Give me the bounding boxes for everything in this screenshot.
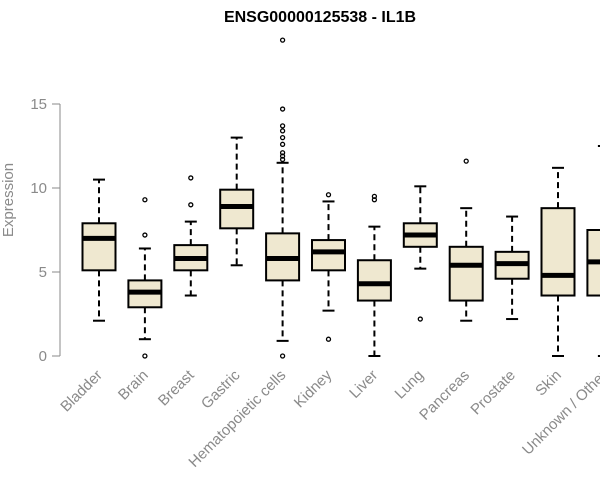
y-axis-ticks: 0 5 10 15 xyxy=(30,96,60,365)
x-category-label: Gastric xyxy=(198,366,244,412)
outlier-point xyxy=(279,353,286,359)
x-category-label: Prostate xyxy=(467,367,519,419)
x-category-label: Liver xyxy=(346,367,381,402)
box-item xyxy=(81,178,117,322)
box-item xyxy=(311,192,346,342)
y-tick-label: 5 xyxy=(39,264,47,281)
box-group xyxy=(81,37,600,359)
box-item xyxy=(494,215,530,321)
outlier-point xyxy=(279,150,286,156)
outlier-point xyxy=(417,316,423,322)
outlier-point xyxy=(279,123,286,129)
y-tick-label: 15 xyxy=(30,96,47,113)
box-item xyxy=(540,166,576,357)
x-category-label: Brain xyxy=(115,367,152,404)
outlier-point xyxy=(279,134,286,141)
outlier-point xyxy=(279,106,286,112)
box-item xyxy=(127,197,163,359)
x-category-label: Lung xyxy=(392,367,428,403)
y-axis-label: Expression xyxy=(0,163,17,237)
y-tick-label: 10 xyxy=(30,180,47,197)
outlier-point xyxy=(463,158,469,164)
box-item xyxy=(448,158,484,322)
box-iqr xyxy=(448,245,484,302)
outlier-point xyxy=(325,336,332,342)
outlier-point xyxy=(325,192,332,198)
x-category-label: Skin xyxy=(532,367,565,400)
box-iqr xyxy=(81,222,117,272)
box-iqr xyxy=(356,259,392,302)
box-item xyxy=(356,193,392,357)
box-item xyxy=(586,145,600,357)
outlier-point xyxy=(142,197,148,203)
box-iqr xyxy=(311,239,346,272)
outlier-point xyxy=(142,353,148,359)
x-category-label: Bladder xyxy=(57,367,106,416)
outlier-point xyxy=(142,232,148,238)
box-iqr xyxy=(219,188,255,230)
box-iqr xyxy=(540,207,576,297)
box-item xyxy=(173,175,209,297)
y-tick-label: 0 xyxy=(39,348,47,365)
outlier-point xyxy=(188,202,194,208)
box-item xyxy=(219,136,255,267)
box-item xyxy=(265,37,301,359)
outlier-point xyxy=(279,141,286,147)
box-item xyxy=(402,185,438,322)
chart-title: ENSG00000125538 - IL1B xyxy=(224,9,416,26)
x-category-label: Breast xyxy=(155,366,198,409)
outlier-point xyxy=(371,193,378,200)
outlier-point xyxy=(188,175,194,181)
x-category-label: Pancreas xyxy=(416,367,473,424)
x-category-label: Kidney xyxy=(291,366,336,411)
outlier-point xyxy=(279,37,286,43)
outlier-point xyxy=(279,128,286,134)
